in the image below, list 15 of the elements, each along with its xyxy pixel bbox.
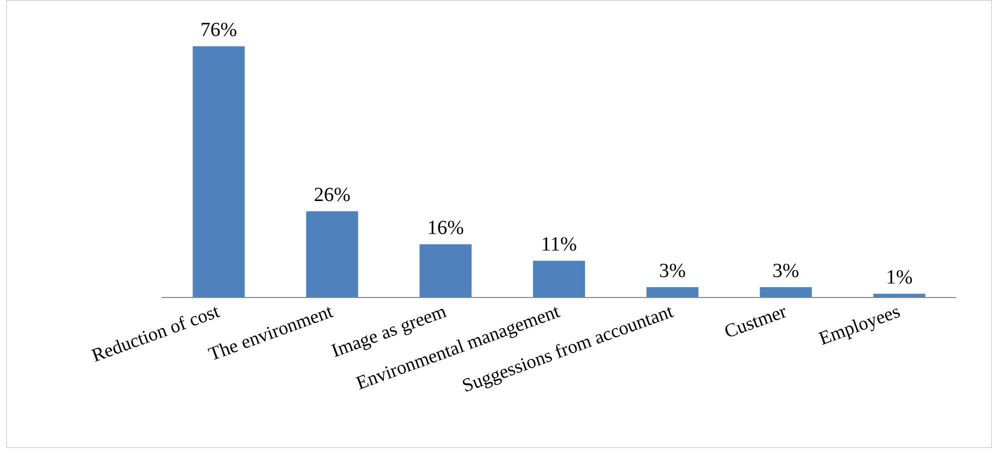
bar	[533, 260, 585, 297]
data-label: 16%	[427, 217, 464, 240]
bar	[873, 294, 926, 297]
x-tick-label: Custmer	[722, 300, 790, 343]
data-label: 11%	[541, 234, 577, 256]
bar	[646, 287, 698, 297]
bar	[420, 244, 472, 297]
bar	[760, 287, 812, 297]
data-label: 26%	[314, 184, 350, 206]
bar	[306, 211, 358, 297]
data-label: 1%	[886, 266, 913, 289]
data-label: 3%	[659, 260, 686, 282]
data-label: 3%	[772, 260, 800, 282]
data-label: 76%	[200, 19, 238, 42]
bar	[192, 46, 245, 297]
